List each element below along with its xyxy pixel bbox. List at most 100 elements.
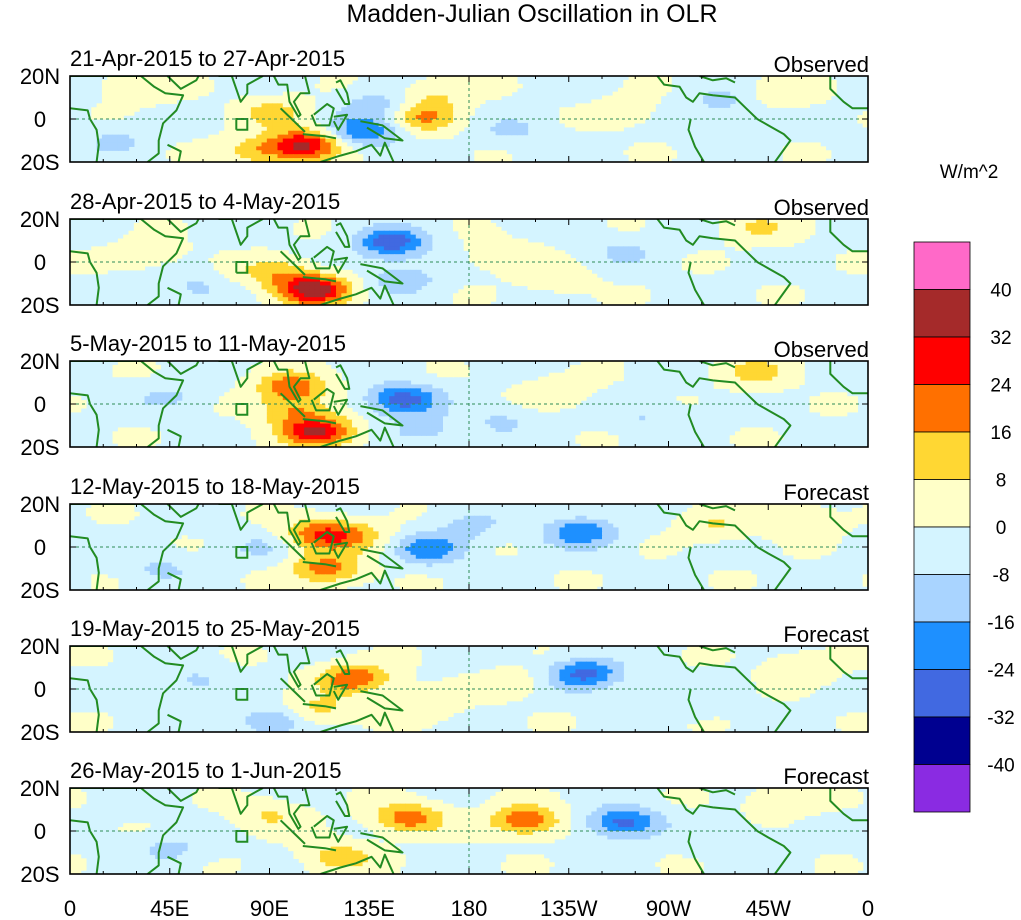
field-cell: [575, 523, 582, 529]
field-cell: [703, 531, 709, 536]
field-cell: [240, 122, 247, 128]
field-cell: [96, 111, 103, 116]
field-cell: [761, 431, 768, 436]
field-cell: [729, 439, 736, 444]
field-cell: [596, 531, 603, 536]
field-cell: [729, 368, 736, 374]
field-cell: [522, 126, 529, 132]
field-cell: [91, 262, 98, 267]
field-cell: [421, 115, 428, 120]
field-cell: [580, 539, 587, 544]
field-cell: [293, 431, 300, 436]
field-cell: [282, 519, 289, 525]
field-cell: [117, 443, 124, 447]
field-cell: [293, 126, 300, 132]
field-cell: [362, 134, 369, 140]
field-cell: [277, 427, 284, 432]
field-cell: [469, 79, 475, 85]
field-cell: [756, 242, 763, 247]
field-cell: [570, 285, 576, 290]
field-cell: [426, 277, 433, 283]
field-cell: [293, 439, 300, 444]
field-cell: [857, 254, 864, 259]
field-cell: [155, 439, 162, 444]
field-cell: [256, 269, 263, 275]
field-cell: [197, 138, 204, 144]
field-cell: [75, 258, 82, 263]
field-cell: [346, 431, 353, 436]
field-cell: [187, 83, 193, 89]
field-cell: [330, 158, 337, 162]
field-cell: [149, 222, 156, 228]
field-cell: [277, 119, 284, 124]
field-cell: [224, 392, 231, 397]
field-cell: [836, 254, 842, 259]
field-cell: [442, 115, 449, 120]
field-cell: [596, 297, 603, 302]
field-cell: [469, 230, 475, 236]
field-cell: [298, 439, 305, 444]
field-cell: [256, 154, 263, 159]
field-cell: [570, 107, 576, 112]
field-cell: [469, 297, 475, 302]
field-cell: [756, 87, 763, 93]
field-cell: [809, 527, 816, 532]
field-cell: [623, 285, 630, 290]
field-cell: [602, 364, 608, 370]
field-cell: [793, 158, 800, 162]
field-cell: [559, 396, 566, 401]
field-cell: [160, 79, 167, 85]
field-cell: [644, 293, 651, 298]
field-cell: [330, 531, 337, 536]
field-cell: [548, 262, 555, 267]
field-cell: [862, 262, 868, 267]
field-cell: [176, 95, 183, 101]
field-cell: [123, 439, 130, 444]
field-cell: [431, 419, 438, 425]
field-cell: [149, 361, 156, 366]
field-cell: [367, 404, 374, 409]
field-cell: [357, 523, 364, 529]
field-cell: [309, 439, 316, 444]
field-cell: [527, 246, 534, 251]
field-cell: [218, 400, 225, 405]
field-cell: [346, 523, 353, 529]
y-tick-label: 20S: [20, 293, 59, 318]
field-cell: [293, 122, 300, 128]
field-cell: [171, 226, 177, 232]
field-cell: [240, 130, 247, 136]
field-cell: [362, 254, 369, 259]
field-cell: [357, 539, 364, 544]
field-cell: [426, 404, 433, 409]
field-cell: [357, 427, 364, 432]
field-cell: [548, 246, 555, 251]
field-cell: [245, 269, 252, 275]
field-cell: [123, 87, 130, 93]
field-cell: [798, 293, 805, 298]
field-cell: [782, 103, 789, 108]
field-cell: [165, 95, 172, 101]
field-cell: [261, 289, 268, 294]
field-cell: [458, 297, 465, 302]
field-cell: [431, 79, 438, 85]
field-cell: [405, 238, 412, 244]
field-cell: [309, 126, 316, 132]
field-cell: [617, 219, 624, 224]
field-cell: [165, 254, 172, 259]
field-cell: [325, 372, 332, 378]
field-cell: [410, 388, 417, 393]
field-cell: [266, 99, 273, 104]
field-cell: [426, 107, 433, 112]
field-cell: [309, 515, 316, 521]
field-cell: [713, 103, 720, 108]
field-cell: [272, 103, 279, 108]
field-cell: [346, 439, 353, 444]
field-cell: [644, 289, 651, 294]
field-cell: [325, 142, 332, 147]
field-cell: [144, 83, 151, 89]
field-cell: [261, 301, 268, 305]
field-cell: [543, 281, 550, 287]
field-cell: [203, 146, 209, 151]
field-cell: [655, 83, 662, 89]
field-cell: [325, 435, 332, 440]
